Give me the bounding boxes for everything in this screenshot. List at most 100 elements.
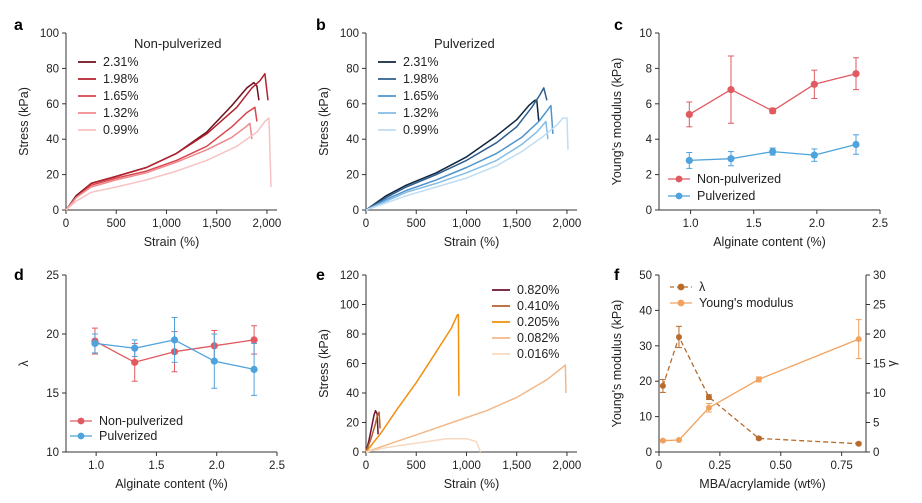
y-tick-label: 15	[46, 388, 59, 400]
data-point	[91, 339, 99, 348]
data-point	[131, 344, 139, 352]
y-tick-label: 20	[639, 376, 652, 388]
y-tick-label: 40	[46, 134, 59, 146]
y-tick-label: 100	[40, 28, 59, 40]
y-tick-label: 40	[346, 388, 359, 400]
y-tick-label: 20	[46, 170, 59, 182]
legend-label: 0.016%	[517, 347, 559, 361]
x-tick-label: 500	[407, 218, 426, 230]
y-tick-label: 0	[353, 205, 359, 217]
legend-label: Pulverized	[697, 189, 755, 203]
series-line-0	[365, 99, 540, 211]
legend-label: 0.205%	[517, 315, 559, 329]
panel-label-f: f	[614, 267, 620, 284]
legend-label: 1.65%	[103, 89, 138, 103]
data-point	[210, 357, 218, 365]
legend-label: 0.820%	[517, 283, 559, 297]
x-tick-label: 2.0	[809, 218, 825, 230]
y-tick-label: 25	[46, 270, 59, 282]
y-axis-label: Young's modulus (kPa)	[610, 58, 624, 186]
y2-tick-label: 25	[873, 300, 886, 312]
y-tick-label: 6	[646, 99, 652, 111]
legend-marker	[77, 417, 85, 425]
x-tick-label: 1,500	[502, 460, 531, 472]
data-point	[659, 437, 666, 444]
series-line-3	[365, 364, 567, 453]
x-tick-label: 2,000	[253, 218, 282, 230]
x-axis-label: Strain (%)	[444, 235, 500, 249]
series-line-1	[365, 87, 548, 211]
x-axis-label: Alginate content (%)	[713, 235, 826, 249]
legend-label: Non-pulverized	[697, 172, 781, 186]
y-tick-label: 10	[639, 412, 652, 424]
legend-label: Non-pulverized	[99, 414, 183, 428]
series-line-4	[65, 117, 272, 211]
x-tick-label: 1,500	[202, 218, 231, 230]
y-tick-label: 20	[346, 418, 359, 430]
legend-label: 1.98%	[403, 72, 438, 86]
x-tick-label: 0.75	[830, 460, 852, 472]
x-tick-label: 2,000	[553, 218, 582, 230]
y-axis-label: Young's modulus (kPa)	[610, 300, 624, 428]
data-point	[810, 151, 818, 159]
chart-e: 0 500 1,000 1,500 2,000 0 20 40 60 80 100 120 Strain…	[317, 270, 581, 491]
chart-b: 0 500 1,000 1,500 2,000 0 20 40 60 80 100 Strain (%…	[317, 28, 581, 249]
series-line-2	[65, 106, 258, 211]
y-axis-label: λ	[17, 360, 31, 367]
legend-label: 0.99%	[403, 123, 438, 137]
series-line-3	[365, 120, 549, 211]
y2-tick-label: 20	[873, 329, 886, 341]
chart-d: 1.0 1.5 2.0 2.5 10 15 20 25 Alginate content (%)…	[17, 270, 285, 491]
data-point	[755, 376, 762, 383]
y-tick-label: 60	[46, 99, 59, 111]
series-line-1	[65, 72, 269, 211]
series-line-1	[365, 411, 381, 453]
y-axis-label: Stress (kPa)	[317, 87, 331, 156]
data-point	[250, 365, 258, 373]
data-point	[675, 436, 682, 443]
y-tick-label: 40	[639, 305, 652, 317]
y-tick-label: 2	[646, 170, 652, 182]
chart-a: 0 500 1,000 1,500 2,000 0 20 40 60 80 100 Strain (%…	[17, 28, 281, 249]
y-axis-label: Stress (kPa)	[17, 87, 31, 156]
x-tick-label: 1,500	[502, 218, 531, 230]
legend-label: 0.410%	[517, 299, 559, 313]
series-line-4	[365, 117, 569, 211]
y-axis-label: Stress (kPa)	[317, 329, 331, 398]
x-tick-label: 1.5	[148, 460, 164, 472]
data-point	[810, 80, 818, 88]
series-line-0	[365, 409, 379, 453]
legend-label: λ	[699, 280, 706, 294]
x-tick-label: 0	[63, 218, 69, 230]
series-line-2	[365, 314, 460, 453]
legend-label: Young's modulus	[699, 296, 793, 310]
y-tick-label: 120	[340, 270, 359, 282]
panel-label-c: c	[614, 17, 623, 34]
legend-label: 1.32%	[103, 106, 138, 120]
legend-label: 0.99%	[103, 123, 138, 137]
x-tick-label: 0.50	[770, 460, 792, 472]
y-tick-label: 10	[46, 447, 59, 459]
chart-title: Non-pulverized	[134, 36, 221, 51]
chart-c: 1.0 1.5 2.0 2.5 0 2 4 6 8 10 Alginate content (%) Y…	[610, 28, 888, 249]
y-tick-label: 30	[639, 341, 652, 353]
y2-tick-label: 5	[873, 418, 879, 430]
series-line-3	[65, 122, 253, 211]
y-tick-label: 0	[646, 447, 652, 459]
x-tick-label: 1,000	[452, 460, 481, 472]
y2-axis-label: γ	[885, 360, 899, 367]
x-axis-label: Strain (%)	[144, 235, 200, 249]
y-tick-label: 8	[646, 63, 652, 75]
data-point	[685, 110, 693, 119]
y-tick-label: 40	[346, 134, 359, 146]
legend-label: 1.65%	[403, 89, 438, 103]
x-tick-label: 500	[407, 460, 426, 472]
y-tick-label: 0	[353, 447, 359, 459]
y2-tick-label: 10	[873, 388, 886, 400]
y-tick-label: 20	[346, 170, 359, 182]
legend-marker	[675, 175, 683, 183]
y-tick-label: 60	[346, 99, 359, 111]
y-tick-label: 50	[639, 270, 652, 282]
data-point	[755, 435, 762, 442]
